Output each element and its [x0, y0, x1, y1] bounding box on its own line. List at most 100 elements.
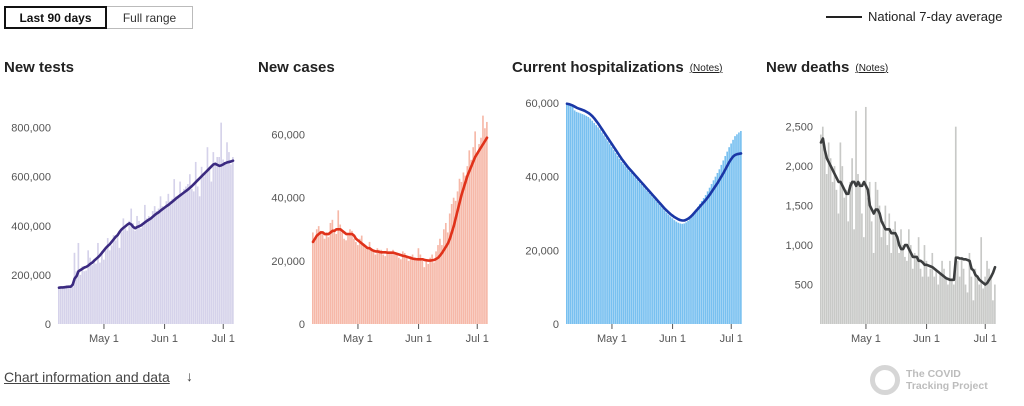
bar: [697, 206, 699, 324]
y-tick-label: 1,000: [785, 240, 813, 252]
bar: [827, 142, 830, 324]
bar: [181, 193, 183, 324]
bar: [95, 263, 97, 324]
bar: [841, 166, 844, 324]
bar: [411, 254, 414, 324]
y-tick-label: 0: [45, 319, 51, 331]
bar: [386, 248, 388, 324]
bar: [198, 196, 201, 324]
bar: [392, 249, 394, 324]
bar: [876, 189, 879, 324]
bar: [454, 200, 457, 324]
bar: [351, 230, 353, 324]
y-tick-label: 40,000: [271, 193, 305, 205]
bar: [108, 250, 111, 324]
bar: [409, 256, 412, 324]
y-tick-label: 2,500: [785, 122, 813, 134]
bar: [937, 284, 939, 324]
bar: [581, 114, 584, 324]
x-tick-label: Jul 1: [212, 333, 235, 345]
avg-line: [57, 159, 235, 289]
bar: [175, 196, 177, 324]
bar: [820, 134, 822, 324]
bar: [403, 252, 406, 324]
bar: [192, 191, 195, 324]
bar: [204, 171, 207, 324]
chart-title-new-deaths: New deaths (Notes): [766, 59, 888, 76]
bar: [954, 126, 957, 325]
deaths-notes-link[interactable]: (Notes): [855, 63, 889, 74]
chart-info-link[interactable]: Chart information and data: [4, 369, 170, 385]
bar: [855, 110, 857, 324]
bar: [345, 240, 347, 324]
bar: [909, 245, 912, 324]
bar: [171, 198, 174, 324]
bar: [925, 260, 928, 324]
bar: [116, 235, 119, 324]
bar: [165, 201, 168, 324]
x-tick-label: Jul 1: [974, 333, 997, 345]
bar: [364, 248, 367, 324]
bar: [216, 157, 219, 324]
bar: [992, 300, 994, 324]
bar: [740, 130, 742, 324]
bar: [579, 113, 582, 324]
bar: [847, 221, 850, 324]
bar: [378, 249, 381, 324]
bar: [435, 251, 437, 324]
bar: [439, 238, 441, 324]
bar: [484, 128, 486, 324]
bar: [147, 215, 150, 324]
bar: [853, 229, 855, 324]
bar: [683, 223, 685, 324]
bar: [712, 180, 715, 324]
full-range-button[interactable]: Full range: [107, 6, 193, 29]
bar: [878, 205, 881, 324]
bar: [738, 132, 740, 324]
hospitalizations-notes-link[interactable]: (Notes): [689, 63, 723, 74]
bar: [224, 161, 226, 324]
bar: [626, 168, 629, 324]
bar: [644, 188, 646, 324]
legend-label: National 7-day average: [868, 9, 1003, 24]
bar: [988, 268, 990, 324]
bar: [398, 257, 400, 324]
chart-title-text: New cases: [258, 59, 335, 76]
bar: [874, 181, 877, 324]
bar: [566, 103, 568, 325]
bar: [470, 159, 473, 324]
bar: [343, 238, 345, 324]
bar: [708, 187, 711, 324]
bar: [851, 158, 853, 324]
bar: [947, 284, 949, 324]
bar: [474, 131, 476, 324]
bar: [679, 223, 682, 324]
down-arrow-icon[interactable]: ↓: [186, 368, 193, 384]
y-tick-label: 400,000: [11, 221, 51, 233]
bar: [443, 229, 445, 324]
bar: [843, 197, 846, 324]
bar: [425, 260, 428, 324]
y-tick-label: 0: [553, 319, 559, 331]
legend-line-swatch: [826, 15, 862, 18]
bar: [714, 176, 717, 324]
bar: [718, 169, 721, 324]
covid-tracking-logo[interactable]: The COVID Tracking Project: [870, 365, 988, 395]
bar: [577, 112, 580, 324]
last-90-days-button[interactable]: Last 90 days: [4, 6, 107, 29]
bar: [898, 252, 900, 324]
bar: [921, 276, 924, 324]
bar: [480, 137, 482, 324]
chart-title-text: New deaths: [766, 59, 850, 76]
bar: [685, 222, 687, 324]
bar: [390, 251, 392, 324]
bar: [220, 122, 222, 324]
bar: [888, 213, 891, 324]
bar: [913, 252, 916, 324]
bar: [407, 260, 410, 324]
bar: [77, 242, 80, 324]
bar: [222, 159, 224, 324]
bar: [206, 147, 209, 324]
bar: [149, 218, 152, 324]
bar: [73, 252, 76, 324]
